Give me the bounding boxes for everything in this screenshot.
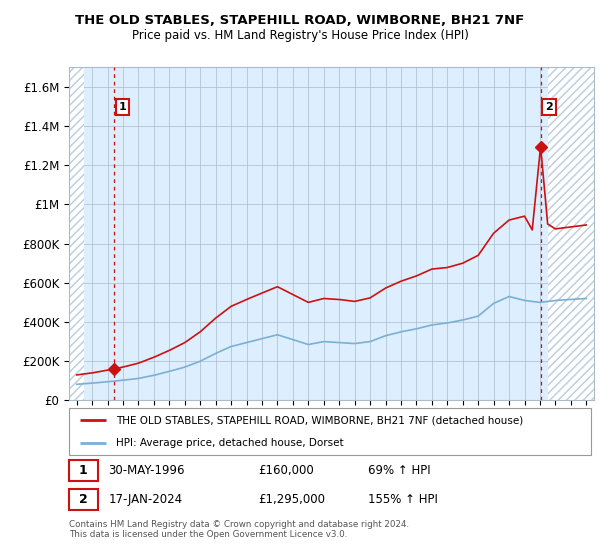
Bar — [69, 67, 85, 400]
Text: THE OLD STABLES, STAPEHILL ROAD, WIMBORNE, BH21 7NF: THE OLD STABLES, STAPEHILL ROAD, WIMBORN… — [76, 14, 524, 27]
Text: 2: 2 — [545, 102, 553, 112]
FancyBboxPatch shape — [69, 489, 98, 510]
Text: £1,295,000: £1,295,000 — [258, 493, 325, 506]
Text: THE OLD STABLES, STAPEHILL ROAD, WIMBORNE, BH21 7NF (detached house): THE OLD STABLES, STAPEHILL ROAD, WIMBORN… — [116, 416, 523, 426]
Text: 2: 2 — [79, 493, 88, 506]
Bar — [548, 67, 594, 400]
Text: 30-MAY-1996: 30-MAY-1996 — [109, 464, 185, 477]
Text: 1: 1 — [79, 464, 88, 477]
Text: 1: 1 — [119, 102, 127, 112]
Text: Price paid vs. HM Land Registry's House Price Index (HPI): Price paid vs. HM Land Registry's House … — [131, 29, 469, 42]
Text: 69% ↑ HPI: 69% ↑ HPI — [368, 464, 431, 477]
FancyBboxPatch shape — [69, 408, 592, 455]
FancyBboxPatch shape — [69, 460, 98, 481]
Text: HPI: Average price, detached house, Dorset: HPI: Average price, detached house, Dors… — [116, 438, 344, 448]
Text: Contains HM Land Registry data © Crown copyright and database right 2024.
This d: Contains HM Land Registry data © Crown c… — [69, 520, 409, 539]
Text: £160,000: £160,000 — [258, 464, 314, 477]
Text: 155% ↑ HPI: 155% ↑ HPI — [368, 493, 438, 506]
Text: 17-JAN-2024: 17-JAN-2024 — [109, 493, 182, 506]
